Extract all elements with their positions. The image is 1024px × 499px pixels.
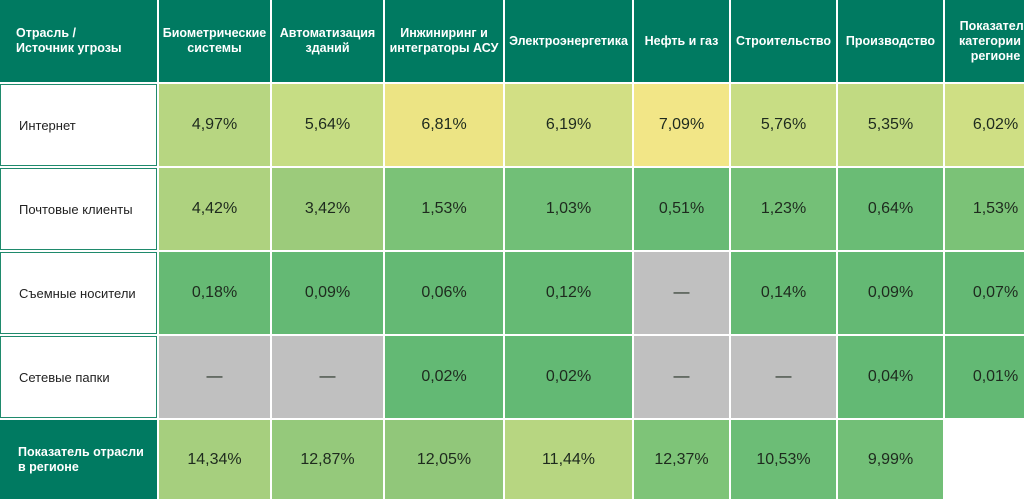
table-cell: 5,64%: [272, 84, 383, 166]
table-cell: 12,05%: [385, 420, 503, 499]
col-header-engineering: Инжиниринг и интеграторы АСУ: [385, 0, 503, 82]
table-cell: —: [634, 252, 729, 334]
table-cell: 0,09%: [272, 252, 383, 334]
table-cell: 0,14%: [731, 252, 836, 334]
table-cell: 11,44%: [505, 420, 632, 499]
table-cell: 12,37%: [634, 420, 729, 499]
row-label-internet: Интернет: [0, 84, 157, 166]
table-cell: 1,53%: [945, 168, 1024, 250]
table-cell: 14,34%: [159, 420, 270, 499]
table-cell: 0,07%: [945, 252, 1024, 334]
col-header-category-total: Показатель категории в регионе: [945, 0, 1024, 82]
table-cell: 4,97%: [159, 84, 270, 166]
col-header-biometric: Биометрические системы: [159, 0, 270, 82]
corner-header: Отрасль / Источник угрозы: [0, 0, 157, 82]
table-cell: 5,35%: [838, 84, 943, 166]
table-cell: —: [634, 336, 729, 418]
row-label-industry-total: Показатель отрасли в регионе: [0, 420, 157, 499]
table-cell: 6,19%: [505, 84, 632, 166]
table-cell: 9,99%: [838, 420, 943, 499]
table-cell: 1,23%: [731, 168, 836, 250]
table-cell: 6,81%: [385, 84, 503, 166]
table-cell: 4,42%: [159, 168, 270, 250]
table-cell: —: [731, 336, 836, 418]
table-cell: 6,02%: [945, 84, 1024, 166]
table-cell: 0,12%: [505, 252, 632, 334]
table-cell: 0,01%: [945, 336, 1024, 418]
col-header-oil-gas: Нефть и газ: [634, 0, 729, 82]
table-cell: 0,04%: [838, 336, 943, 418]
table-cell: 5,76%: [731, 84, 836, 166]
table-cell: —: [272, 336, 383, 418]
table-cell: 3,42%: [272, 168, 383, 250]
col-header-manufacturing: Производство: [838, 0, 943, 82]
table-cell: 12,87%: [272, 420, 383, 499]
table-cell: 1,03%: [505, 168, 632, 250]
table-cell: 0,06%: [385, 252, 503, 334]
table-cell: 10,53%: [731, 420, 836, 499]
table-cell: 1,53%: [385, 168, 503, 250]
table-cell: 0,64%: [838, 168, 943, 250]
col-header-building-automation: Автоматизация зданий: [272, 0, 383, 82]
table-cell: 7,09%: [634, 84, 729, 166]
col-header-energy: Электроэнергетика: [505, 0, 632, 82]
table-cell: 0,51%: [634, 168, 729, 250]
col-header-construction: Строительство: [731, 0, 836, 82]
row-label-removable-media: Съемные носители: [0, 252, 157, 334]
row-label-email-clients: Почтовые клиенты: [0, 168, 157, 250]
table-cell: 0,09%: [838, 252, 943, 334]
table-cell: 0,18%: [159, 252, 270, 334]
table-cell: 0,02%: [505, 336, 632, 418]
empty-cell: [945, 420, 1024, 499]
row-label-network-folders: Сетевые папки: [0, 336, 157, 418]
table-cell: —: [159, 336, 270, 418]
table-cell: 0,02%: [385, 336, 503, 418]
